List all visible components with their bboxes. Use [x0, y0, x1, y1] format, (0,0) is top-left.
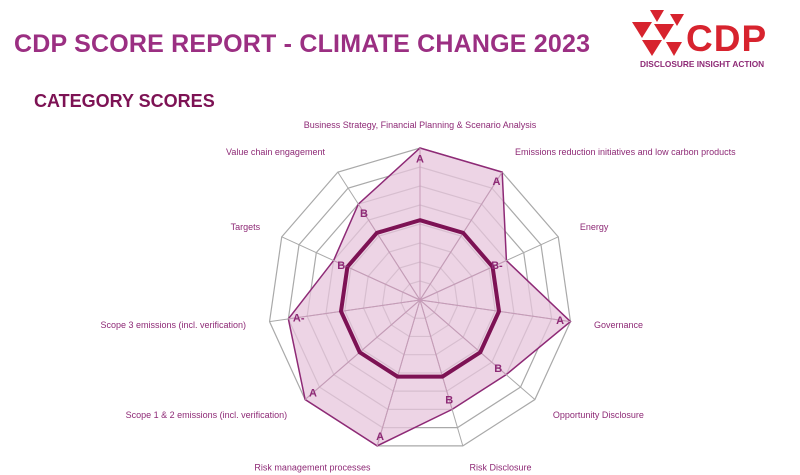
category-label: Value chain engagement	[226, 147, 325, 157]
axis-spoke-inner	[419, 299, 571, 323]
score-label: A	[416, 153, 424, 165]
score-label: A	[556, 315, 564, 327]
axis-spoke-inner	[419, 299, 453, 410]
cdp-logo: CDP DISCLOSURE INSIGHT ACTION	[630, 8, 780, 72]
logo-wordmark: CDP	[686, 18, 768, 59]
category-label: Targets	[231, 222, 261, 232]
category-label: Governance	[594, 320, 643, 330]
score-label: B	[494, 363, 502, 375]
category-label: Energy	[580, 222, 609, 232]
score-label: B-	[337, 260, 349, 272]
category-label: Scope 3 emissions (incl. verification)	[100, 320, 246, 330]
category-label: Risk management processes	[254, 463, 371, 473]
axis-spoke-inner	[419, 299, 507, 376]
category-label: Opportunity Disclosure	[553, 410, 644, 420]
report-title: CDP SCORE REPORT - CLIMATE CHANGE 2023	[14, 30, 591, 58]
score-label: B-	[491, 260, 503, 272]
category-label: Business Strategy, Financial Planning & …	[304, 120, 537, 130]
axis-spoke-inner	[304, 299, 421, 400]
category-label: Scope 1 & 2 emissions (incl. verificatio…	[126, 410, 288, 420]
score-label: A	[309, 388, 317, 400]
cdp-logo-mark-icon	[632, 10, 684, 56]
benchmark-ring	[338, 218, 502, 379]
score-label: A	[376, 431, 384, 443]
category-label: Emissions reduction initiatives and low …	[515, 147, 736, 157]
axis-spoke-inner	[376, 299, 421, 446]
score-label: B	[360, 208, 368, 220]
axis-spoke-inner	[288, 299, 421, 320]
category-label: Risk Disclosure	[470, 463, 532, 473]
score-label: B	[445, 394, 453, 406]
score-label: A-	[293, 312, 305, 324]
section-title: CATEGORY SCORES	[34, 91, 215, 111]
score-label: A	[493, 176, 501, 188]
logo-tagline: DISCLOSURE INSIGHT ACTION	[640, 59, 765, 69]
score-area	[287, 147, 572, 447]
axis-spoke-inner	[419, 171, 503, 301]
grid-ring	[287, 166, 553, 429]
grid-ring	[268, 147, 572, 447]
axis-spoke-inner	[357, 203, 421, 301]
